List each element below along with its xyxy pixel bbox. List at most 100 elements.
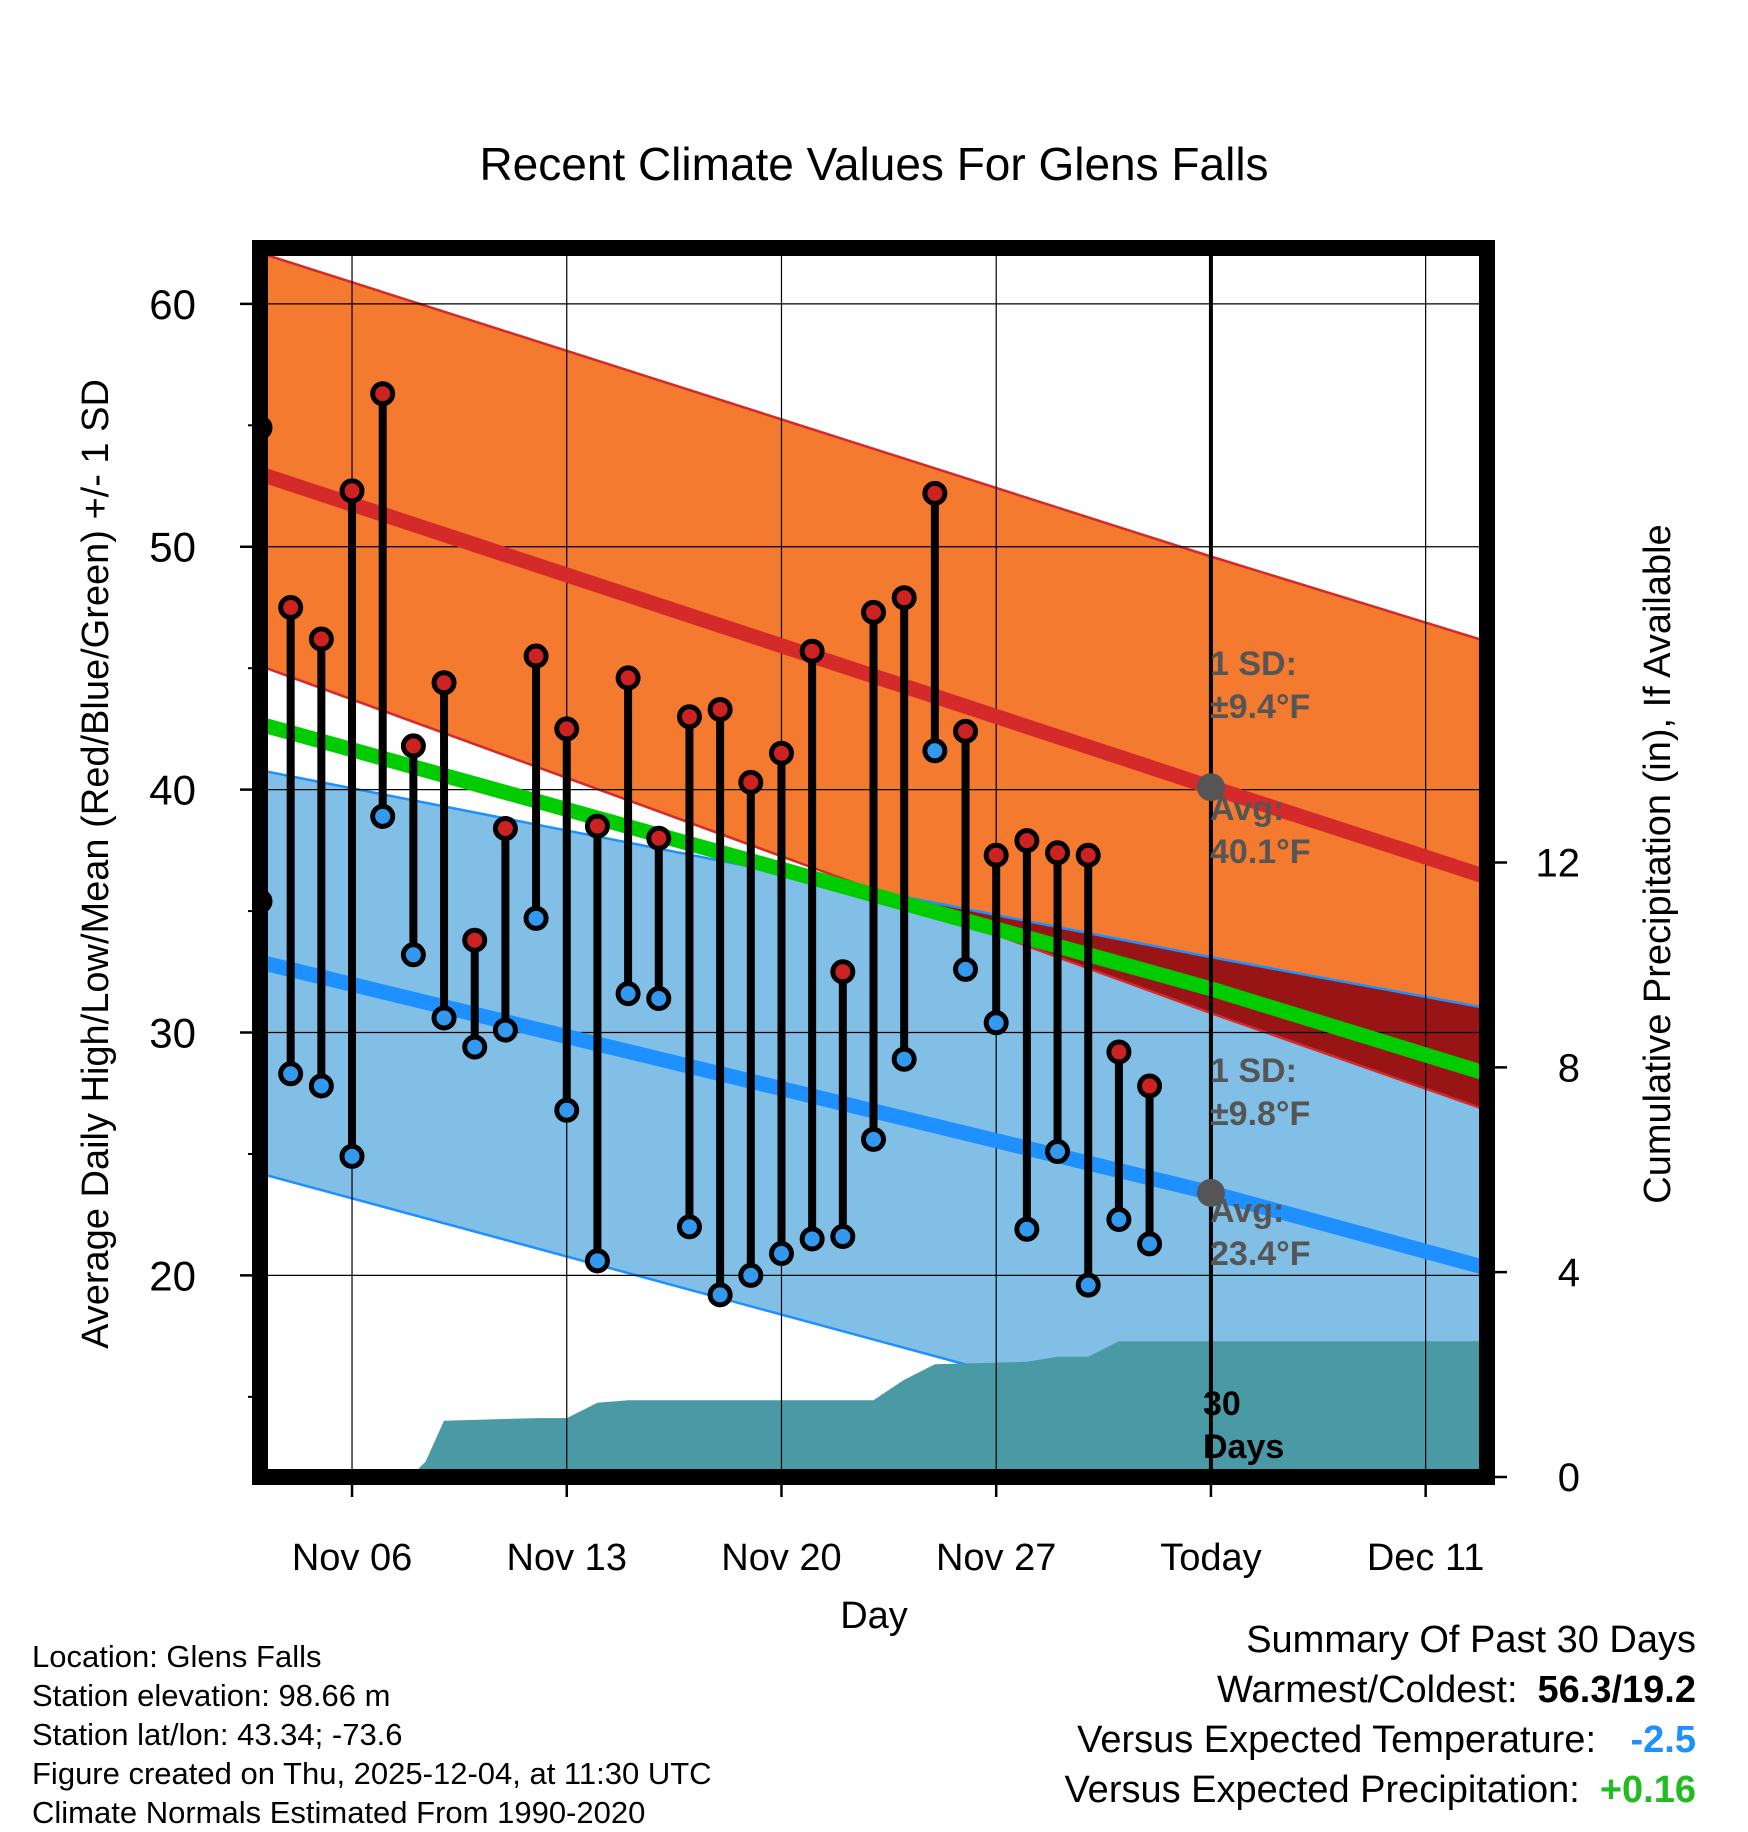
summary-panel: Summary Of Past 30 Days Warmest/Coldest:… — [1064, 1615, 1696, 1815]
right-tick-label: 0 — [1558, 1456, 1580, 1500]
right-y-axis-label: Cumulative Precipitation (in), If Availa… — [1637, 524, 1679, 1203]
obs-low-point — [922, 738, 948, 764]
left-tick-label: 20 — [149, 1252, 196, 1299]
summary-title: Summary Of Past 30 Days — [1246, 1619, 1696, 1661]
obs-low-point — [799, 1226, 825, 1252]
observations — [260, 381, 1163, 1308]
obs-low-point — [738, 1262, 764, 1288]
obs-low-point — [1075, 1272, 1101, 1298]
obs-high-point — [554, 716, 580, 742]
obs-low-point — [431, 1005, 457, 1031]
obs-high-point — [400, 733, 426, 759]
obs-high-point — [370, 381, 396, 407]
right-tick-label: 12 — [1536, 842, 1581, 886]
obs-high-point — [768, 740, 794, 766]
obs-high-point — [492, 815, 518, 841]
obs-low-point — [400, 942, 426, 968]
obs-high-point — [308, 626, 334, 652]
obs-low-point — [584, 1248, 610, 1274]
created-text: Figure created on Thu, 2025-12-04, at 11… — [32, 1756, 712, 1791]
obs-low-point — [1045, 1139, 1071, 1165]
x-tick-label: Nov 13 — [507, 1537, 627, 1579]
low-sd-label: 1 SD: — [1210, 1052, 1297, 1090]
normals-text: Climate Normals Estimated From 1990-2020 — [32, 1795, 646, 1830]
obs-high-point — [1075, 842, 1101, 868]
obs-low-point — [676, 1214, 702, 1240]
obs-low-point — [983, 1010, 1009, 1036]
x-tick-label: Dec 11 — [1367, 1537, 1485, 1579]
obs-low-point — [370, 803, 396, 829]
obs-low-point — [339, 1143, 365, 1169]
period-unit: Days — [1203, 1428, 1284, 1466]
obs-low-point — [646, 986, 672, 1012]
low-avg-label: Avg: — [1210, 1192, 1284, 1230]
obs-low-point — [462, 1034, 488, 1060]
obs-high-point — [738, 769, 764, 795]
obs-low-point — [492, 1017, 518, 1043]
x-tick-label: Nov 27 — [936, 1537, 1056, 1579]
obs-low-point — [707, 1282, 733, 1308]
location-text: Location: Glens Falls — [32, 1639, 322, 1674]
high-avg-label: Avg: — [1210, 790, 1284, 828]
elevation-text: Station elevation: 98.66 m — [32, 1678, 391, 1713]
obs-low-point — [891, 1046, 917, 1072]
left-tick-label: 60 — [149, 281, 196, 328]
obs-high-point — [891, 585, 917, 611]
x-tick-label: Today — [1160, 1537, 1261, 1579]
low-avg-marker — [1196, 1178, 1225, 1207]
temp-label: Versus Expected Temperature: — [1077, 1719, 1596, 1761]
obs-high-point — [1045, 840, 1071, 866]
warmest-label: Warmest/Coldest: — [1216, 1669, 1518, 1711]
low-sd-value: ±9.8°F — [1210, 1095, 1310, 1133]
warmest-value: 56.3/19.2 — [1537, 1669, 1696, 1711]
obs-high-point — [1137, 1073, 1163, 1099]
obs-low-point — [1106, 1207, 1132, 1233]
obs-low-point — [830, 1224, 856, 1250]
precip-row: Versus Expected Precipitation: +0.16 — [1064, 1765, 1696, 1815]
obs-low-point — [308, 1073, 334, 1099]
station-info: Location: Glens Falls Station elevation:… — [32, 1637, 712, 1832]
obs-high-point — [615, 665, 641, 691]
obs-high-point — [707, 696, 733, 722]
period-number: 30 — [1203, 1385, 1241, 1423]
latlon-text: Station lat/lon: 43.34; -73.6 — [32, 1717, 403, 1752]
obs-high-point — [339, 478, 365, 504]
obs-high-point — [922, 480, 948, 506]
obs-high-point — [676, 704, 702, 730]
obs-high-point — [584, 813, 610, 839]
obs-high-point — [646, 825, 672, 851]
obs-low-point — [523, 905, 549, 931]
obs-low-point — [768, 1241, 794, 1267]
low-avg-value: 23.4°F — [1210, 1235, 1311, 1273]
left-tick-label: 40 — [149, 767, 196, 814]
obs-high-point — [431, 670, 457, 696]
left-tick-label: 30 — [149, 1010, 196, 1057]
right-y-axis: 0 4 8 12 — [1487, 842, 1581, 1500]
x-tick-label: Nov 20 — [721, 1537, 841, 1579]
right-tick-label: 4 — [1558, 1251, 1580, 1295]
obs-low-point — [861, 1126, 886, 1152]
obs-low-point — [1137, 1231, 1163, 1257]
left-y-axis-label: Average Daily High/Low/Mean (Red/Blue/Gr… — [75, 379, 117, 1349]
obs-low-point — [278, 1061, 304, 1087]
high-sd-label: 1 SD: — [1210, 645, 1297, 683]
obs-high-point — [278, 594, 304, 620]
right-tick-label: 8 — [1558, 1046, 1580, 1090]
temp-value: -2.5 — [1630, 1719, 1696, 1761]
left-y-axis: 20 30 40 50 60 — [149, 281, 260, 1398]
chart-title: Recent Climate Values For Glens Falls — [479, 138, 1268, 190]
x-axis: Nov 06 Nov 13 Nov 20 Nov 27 Today Dec 11 — [292, 1477, 1485, 1579]
obs-high-point — [1014, 828, 1040, 854]
x-tick-label: Nov 06 — [292, 1537, 412, 1579]
obs-high-point — [523, 643, 549, 669]
left-tick-label: 50 — [149, 524, 196, 571]
obs-low-point — [615, 981, 641, 1007]
obs-high-point — [1106, 1039, 1132, 1065]
x-axis-label: Day — [840, 1595, 908, 1637]
obs-high-point — [830, 959, 856, 985]
high-avg-value: 40.1°F — [1210, 833, 1311, 871]
obs-high-point — [861, 599, 886, 625]
high-avg-marker — [1196, 773, 1225, 802]
obs-low-point — [1014, 1216, 1040, 1242]
